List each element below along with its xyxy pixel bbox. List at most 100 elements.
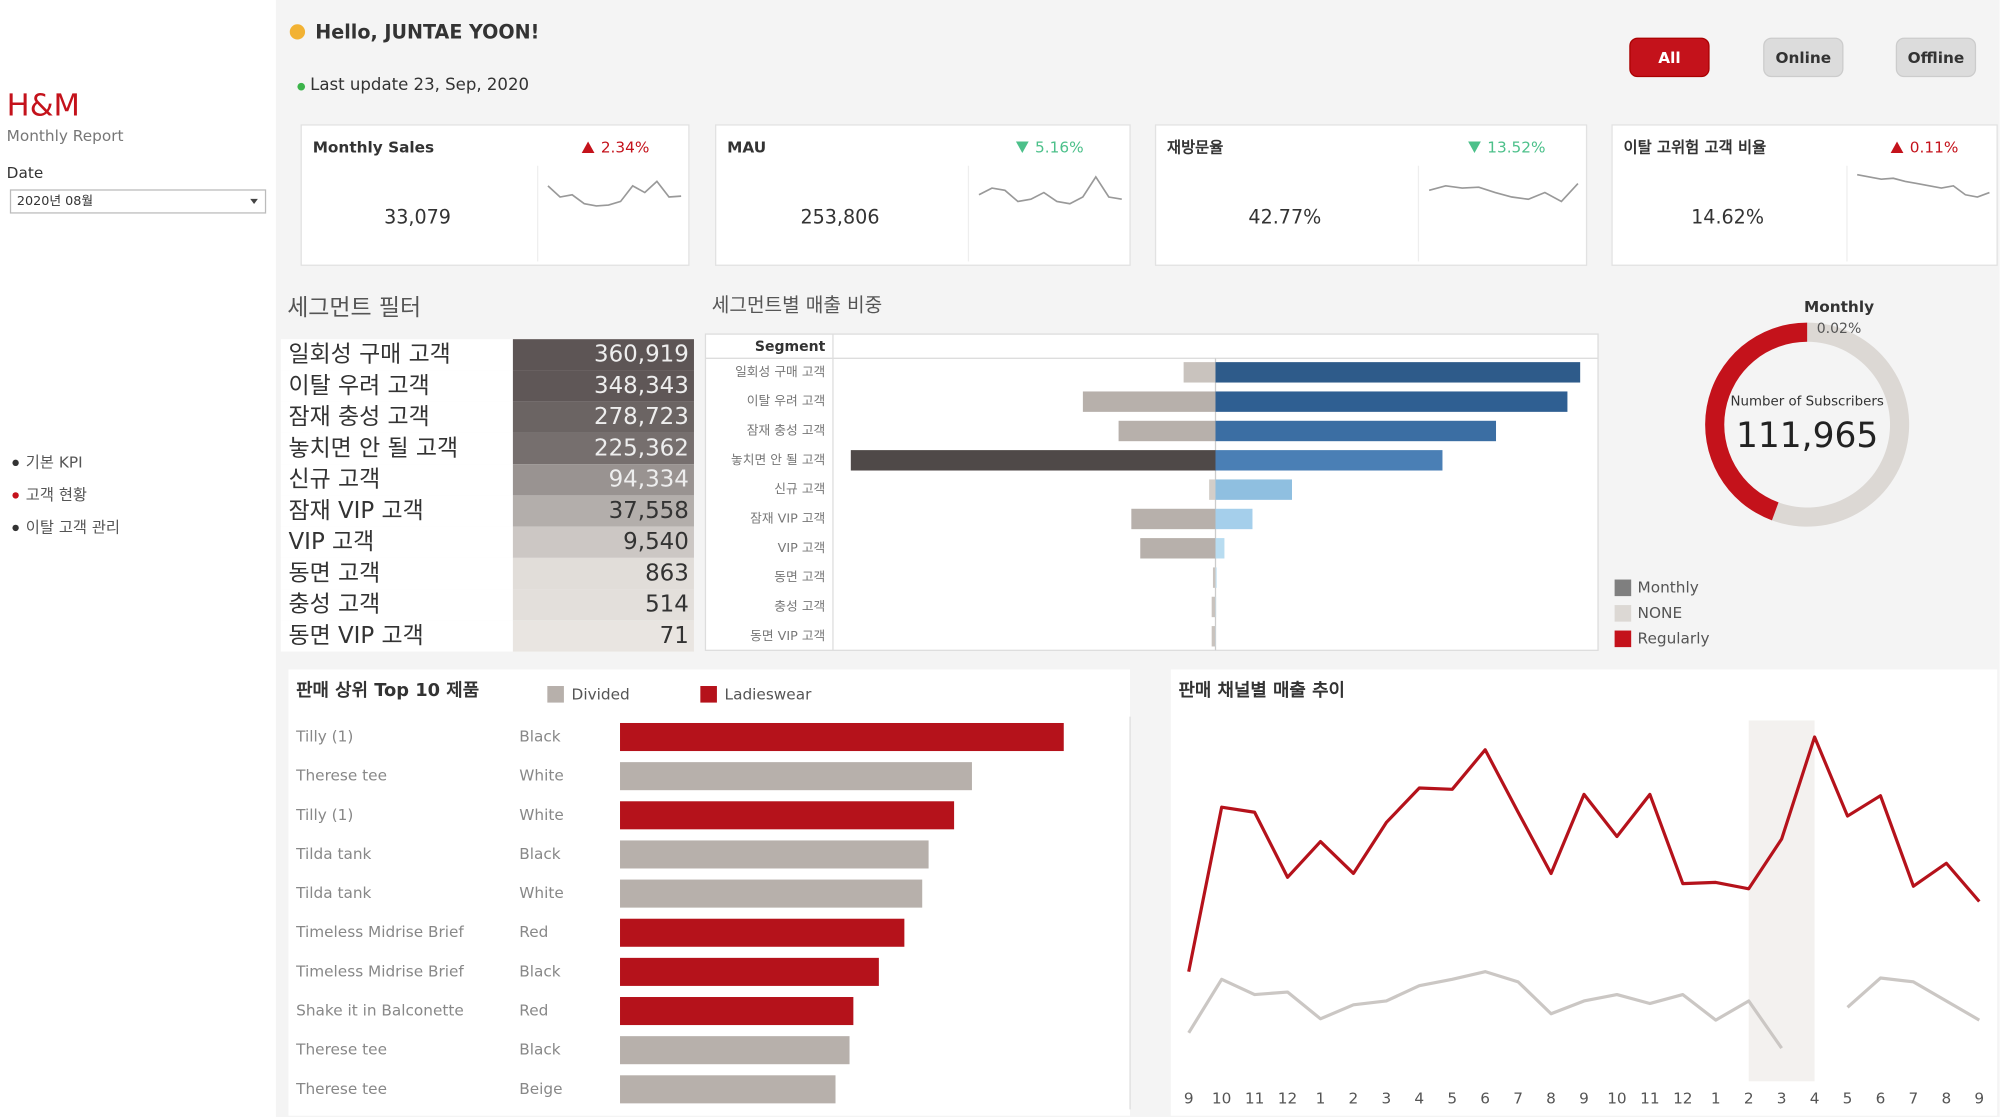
segment-value: 71 [660,623,689,649]
segment-value-cell[interactable] [512,339,694,371]
nav-item[interactable]: 이탈 고객 관리 [26,518,120,536]
segment-value-cell[interactable] [512,370,694,402]
filter-button[interactable] [1763,37,1844,78]
category-label: 잠재 충성 고객 [747,423,826,438]
segment-name[interactable]: 동면 VIP 고객 [288,623,423,649]
kpi-arrow [1468,141,1481,154]
x-tick-label: 9 [1579,1090,1589,1108]
legend-label[interactable]: Regularly [1638,629,1710,647]
segment-name[interactable]: 신규 고객 [288,467,380,493]
segment-value-cell[interactable] [512,401,694,433]
bar [620,997,854,1026]
greeting: Hello, JUNTAE YOON! [315,21,539,44]
kpi-arrow [581,141,595,154]
segment-name[interactable]: 잠재 VIP 고객 [288,498,423,524]
segment-name[interactable]: 잠재 충성 고객 [288,404,429,430]
legend-swatch [547,686,564,703]
x-tick-label: 10 [1212,1090,1231,1108]
bar [620,1036,850,1065]
segment-value-cell[interactable] [512,495,694,527]
segment-value: 94,334 [609,467,689,493]
last-update: Last update 23, Sep, 2020 [310,75,529,94]
date-dropdown[interactable] [9,189,267,214]
segment-filter-title: 세그먼트 필터 [287,295,421,321]
x-tick-label: 3 [1777,1090,1787,1108]
legend-swatch [1614,630,1632,648]
product-name: Therese tee [295,767,387,785]
filter-button-label[interactable]: All [1658,49,1680,67]
annotation-label: Monthly [1804,298,1874,316]
kpi-title: 재방문율 [1167,138,1223,156]
bar [620,762,972,791]
donut-segment [1771,322,1910,527]
status-dot [297,82,306,91]
x-tick-label: 12 [1673,1090,1692,1108]
segment-name[interactable]: 충성 고객 [288,592,380,618]
kpi-value: 253,806 [800,206,879,229]
nav-item[interactable]: 기본 KPI [26,453,83,471]
kpi-sparkline [547,180,682,207]
product-color: Black [519,962,561,980]
donut-segment [1705,322,1808,521]
legend-label[interactable]: Monthly [1638,578,1699,596]
category-label: 동면 고객 [774,570,825,585]
product-name: Tilly (1) [295,806,353,824]
segment-value: 360,919 [594,342,689,368]
filter-button[interactable] [1895,37,1977,78]
chart-title: 세그먼트별 매출 비중 [712,294,882,317]
bar [850,450,1216,471]
kpi-sparkline [1857,173,1990,198]
nav-bullet [12,459,19,467]
legend-label[interactable]: NONE [1638,604,1683,622]
chart-title: 판매 상위 Top 10 제품 [296,680,479,701]
segment-value-cell[interactable] [512,464,694,496]
legend-label[interactable]: Divided [572,685,630,703]
product-color: Beige [519,1080,562,1098]
filter-button-label[interactable]: Offline [1908,49,1965,67]
segment-value-cell[interactable] [512,526,694,558]
segment-value: 37,558 [609,498,689,524]
nav-item[interactable]: 고객 현황 [26,486,87,504]
segment-row-bg [280,432,513,465]
x-tick-label: 6 [1876,1090,1886,1108]
segment-value-cell[interactable] [512,432,694,465]
product-color: Black [519,1041,561,1059]
subtitle: Monthly Report [7,127,124,145]
x-tick-label: 11 [1245,1090,1264,1108]
x-tick-label: 3 [1381,1090,1391,1108]
bar [1215,567,1217,588]
product-name: Tilly (1) [295,728,353,746]
segment-value-cell[interactable] [512,620,694,652]
product-name: Tilda tank [295,884,371,902]
segment-name[interactable]: VIP 고객 [288,529,374,555]
segment-value-cell[interactable] [512,589,694,621]
legend-label[interactable]: Ladieswear [725,685,813,703]
segment-row-bg [280,495,513,527]
segment-value: 9,540 [623,529,689,555]
filter-button-label[interactable]: Online [1775,49,1831,67]
segment-name[interactable]: 일회성 구매 고객 [288,342,450,368]
kpi-arrow [1890,141,1904,154]
kpi-value: 33,079 [384,206,451,229]
legend-swatch [1614,605,1632,622]
chart-title: 판매 채널별 매출 추이 [1179,680,1345,701]
bar [1215,391,1568,412]
segment-name[interactable]: 동면 고객 [288,560,380,586]
kpi-title: MAU [727,138,766,156]
x-tick-label: 8 [1546,1090,1556,1108]
product-color: White [519,767,563,785]
segment-name[interactable]: 이탈 우려 고객 [288,373,429,399]
bar [1082,391,1216,412]
segment-row-bg [280,339,513,371]
product-name: Timeless Midrise Brief [295,962,464,980]
category-label: VIP 고객 [778,541,826,556]
x-tick-label: 2 [1744,1090,1754,1108]
filter-button[interactable] [1629,37,1710,78]
segment-name[interactable]: 놓치면 안 될 고객 [288,435,458,461]
segment-value-cell[interactable] [512,557,694,590]
date-value: 2020년 08월 [17,194,93,209]
product-name: Shake it in Balconette [296,1002,464,1020]
nav-bullet [12,524,19,532]
product-name: Timeless Midrise Brief [295,923,464,941]
